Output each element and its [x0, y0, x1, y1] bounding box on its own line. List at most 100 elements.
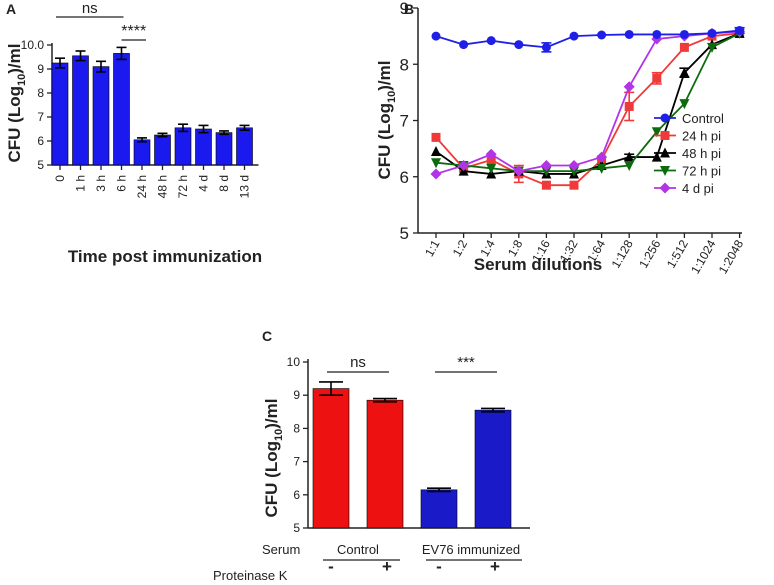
- panel-b-y-tick-label: 7: [400, 112, 409, 131]
- panel-b-point-control: [624, 29, 634, 39]
- panel-a-significance-label: ****: [121, 23, 146, 40]
- y-axis-title-subscript: 10: [273, 429, 285, 441]
- panel-a-bar: [154, 134, 171, 166]
- panel-b-legend-label-48-h-pi: 48 h pi: [682, 146, 721, 161]
- panel-b-x-tick-label: 1:2048: [716, 237, 747, 276]
- panel-c-y-tick-label: 5: [293, 521, 300, 535]
- panel-a-x-tick-label: 3 h: [94, 175, 108, 192]
- panel-a-y-tick-label: 10.0: [21, 38, 45, 52]
- panel-b-point-72-h-pi: [541, 166, 552, 177]
- panel-b-point-4-d-pi: [568, 160, 580, 171]
- panel-a-x-tick-label: 8 d: [217, 175, 231, 192]
- panel-b-point-control: [514, 40, 524, 50]
- panel-b-legend-label-4-d-pi: 4 d pi: [682, 181, 714, 196]
- panel-b-point-4-d-pi: [430, 168, 442, 180]
- panel-a-x-tick-label: 24 h: [135, 175, 149, 198]
- panel-b-x-tick-label: 1:1: [422, 237, 443, 259]
- panel-c-serum-row-label: Serum: [262, 542, 300, 557]
- panel-a-y-axis-title: CFU (Log10)/ml: [5, 44, 28, 163]
- panel-b-legend-marker-24-h-pi: [660, 131, 670, 140]
- panel-a-bar: [215, 132, 233, 166]
- panel-b-point-24-h-pi: [486, 155, 496, 165]
- y-axis-title-part: )/ml: [5, 44, 24, 74]
- panel-b-point-control: [597, 30, 607, 40]
- panel-a-y-tick-label: 8: [37, 86, 44, 100]
- panel-a-y-tick-label: 6: [37, 134, 44, 148]
- panel-b-legend-marker-48-h-pi: [660, 147, 670, 158]
- panel-a-bar: [236, 127, 253, 166]
- panel-c-bar: [366, 399, 404, 529]
- panel-a-x-tick-label: 72 h: [176, 175, 190, 198]
- panel-a-bar: [133, 139, 151, 166]
- panel-b-point-24-h-pi: [652, 73, 662, 83]
- y-axis-title-subscript: 10: [16, 74, 28, 86]
- panel-c-y-tick-label: 10: [287, 355, 301, 369]
- panel-b-y-axis-title: CFU (Log10)/ml: [375, 61, 398, 180]
- panel-b-point-4-d-pi: [485, 148, 497, 160]
- panel-c-y-tick-label: 8: [293, 421, 300, 435]
- panel-b-point-72-h-pi: [707, 42, 717, 53]
- panel-b-point-48-h-pi: [679, 67, 690, 78]
- panel-b-legend-marker-control: [660, 113, 670, 123]
- y-axis-title-part: )/ml: [262, 399, 281, 429]
- panel-b-point-control: [569, 31, 579, 41]
- panel-b-point-control: [735, 26, 745, 35]
- panel-b-point-4-d-pi: [623, 81, 635, 93]
- panel-b-point-4-d-pi: [513, 165, 525, 177]
- panel-b-letter: B: [404, 1, 414, 17]
- panel-b-series-line-72-h-pi: [435, 32, 741, 173]
- panel-c-letter: C: [262, 328, 272, 344]
- panel-c-proteinase-sign: -: [436, 557, 442, 576]
- y-axis-title-subscript: 10: [386, 91, 398, 103]
- panel-b-point-72-h-pi: [569, 166, 579, 177]
- panel-b-point-control: [707, 28, 717, 38]
- panel-b-x-axis-title: Serum dilutions: [474, 255, 602, 274]
- panel-a-x-axis-title: Time post immunization: [68, 247, 262, 266]
- panel-b-point-72-h-pi: [651, 127, 662, 138]
- y-axis-title-part: )/ml: [375, 61, 394, 91]
- panel-b-legend-marker-72-h-pi: [660, 166, 670, 176]
- panel-a-y-tick-label: 7: [37, 110, 44, 124]
- panel-c-bar: [420, 489, 458, 529]
- panel-b-series-line-24-h-pi: [435, 32, 740, 187]
- panel-a-x-tick-label: 6 h: [115, 175, 129, 192]
- panel-b-y-tick-label: 6: [400, 168, 409, 187]
- panel-b-x-tick-label: 1:2: [450, 237, 471, 259]
- panel-a-y-tick-label: 5: [37, 158, 44, 172]
- panel-c-significance-label: ns: [350, 354, 366, 371]
- panel-c-bar: [312, 388, 350, 529]
- panel-c-y-axis-title: CFU (Log10)/ml: [262, 399, 285, 518]
- panel-b-point-4-d-pi: [596, 151, 608, 163]
- panel-a-letter: A: [6, 1, 16, 17]
- panel-a-bar: [92, 66, 110, 166]
- panel-c-bar: [474, 409, 512, 529]
- panel-b-legend-label-24-h-pi: 24 h pi: [682, 129, 721, 144]
- panel-a-bar: [113, 53, 130, 166]
- panel-c-group-label: EV76 immunized: [422, 542, 520, 557]
- panel-b-x-tick-label: 1:1024: [688, 237, 719, 276]
- panel-c-y-tick-label: 9: [293, 388, 300, 402]
- panel-b-y-tick-label: 8: [400, 55, 409, 74]
- y-axis-title-part: CFU (Log: [5, 86, 24, 162]
- panel-b-point-control: [431, 31, 441, 41]
- panel-c-proteinase-sign: -: [328, 557, 334, 576]
- panel-b-point-24-h-pi: [541, 180, 551, 190]
- panel-c-proteinase-sign: +: [490, 557, 500, 576]
- panel-a-x-tick-label: 48 h: [156, 175, 170, 198]
- panel-b-x-tick-label: 1:128: [609, 237, 636, 270]
- y-axis-title-part: CFU (Log: [375, 103, 394, 179]
- panel-a-significance-label: ns: [82, 0, 98, 17]
- panel-b-point-control: [459, 40, 469, 50]
- panel-b-legend-label-72-h-pi: 72 h pi: [682, 164, 721, 179]
- panel-a-bar: [51, 62, 69, 166]
- panel-b-point-24-h-pi: [431, 132, 441, 142]
- panel-c-group-label: Control: [337, 542, 379, 557]
- panel-b-point-48-h-pi: [431, 145, 441, 156]
- panel-b-point-24-h-pi: [624, 101, 634, 111]
- panel-b-point-4-d-pi: [540, 160, 552, 171]
- panel-a-y-tick-label: 9: [37, 62, 44, 76]
- panel-c-proteinase-sign: +: [382, 557, 392, 576]
- panel-b-y-tick-label: 5: [400, 224, 409, 243]
- panel-b-point-24-h-pi: [569, 180, 579, 190]
